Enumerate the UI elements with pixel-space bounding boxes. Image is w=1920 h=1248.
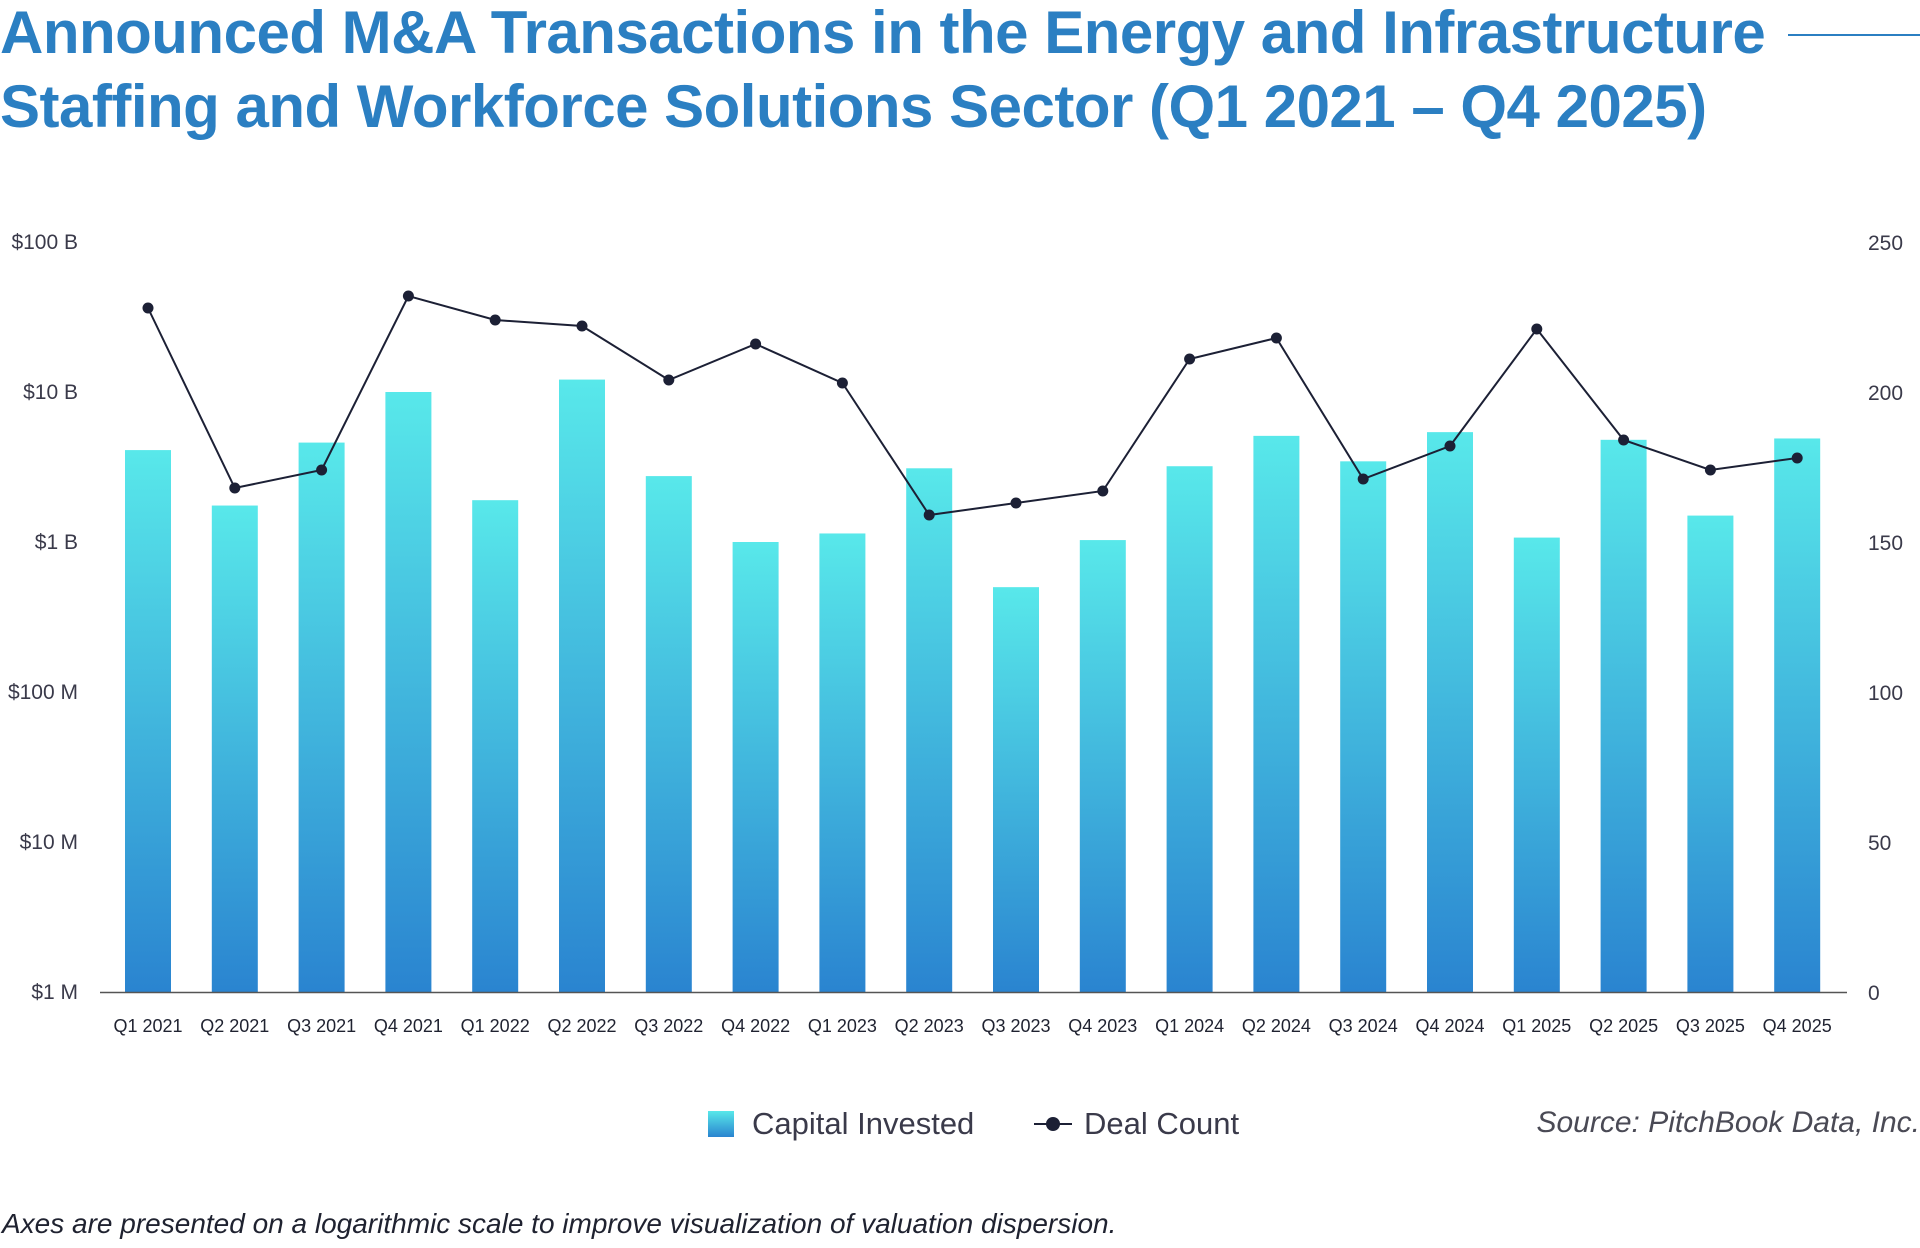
bar-swatch-icon bbox=[708, 1111, 734, 1137]
right-tick-label: 0 bbox=[1868, 982, 1880, 1005]
legend-label: Capital Invested bbox=[752, 1106, 975, 1141]
x-tick-label: Q2 2025 bbox=[1589, 1016, 1658, 1036]
deal-count-point bbox=[316, 464, 328, 476]
deal-count-point bbox=[1097, 485, 1109, 497]
bar-capital-invested bbox=[1427, 432, 1473, 992]
x-tick-label: Q1 2025 bbox=[1502, 1016, 1571, 1036]
x-tick-label: Q3 2025 bbox=[1676, 1016, 1745, 1036]
bar-capital-invested bbox=[1340, 461, 1387, 992]
deal-count-point bbox=[836, 377, 848, 389]
left-tick-label: $1 B bbox=[35, 531, 78, 554]
legend-deal-count: Deal Count bbox=[1034, 1106, 1239, 1142]
x-tick-label: Q1 2021 bbox=[113, 1016, 182, 1036]
x-tick-label: Q4 2023 bbox=[1068, 1016, 1137, 1036]
deal-count-line bbox=[147, 294, 1798, 517]
deal-count-point bbox=[663, 374, 675, 386]
bar-capital-invested bbox=[125, 450, 171, 993]
line-marker-icon bbox=[1034, 1111, 1072, 1137]
bar-capital-invested bbox=[1079, 540, 1126, 992]
bar-capital-invested bbox=[906, 468, 953, 992]
right-tick-label: 150 bbox=[1868, 532, 1903, 555]
right-tick-label: 50 bbox=[1868, 832, 1891, 855]
deal-count-point bbox=[576, 320, 588, 332]
x-tick-label: Q2 2022 bbox=[547, 1016, 616, 1036]
deal-count-point bbox=[229, 482, 241, 494]
footnote: Axes are presented on a logarithmic scal… bbox=[2, 1208, 1117, 1239]
x-tick-label: Q3 2022 bbox=[634, 1016, 703, 1036]
x-tick-label: Q1 2023 bbox=[808, 1016, 877, 1036]
deal-count-point bbox=[1531, 323, 1543, 335]
bar-capital-invested bbox=[298, 442, 345, 993]
chart-title: Announced M&A Transactions in the Energy… bbox=[0, 0, 1766, 140]
bar-capital-invested bbox=[732, 542, 779, 992]
x-tick-label: Q2 2021 bbox=[200, 1016, 269, 1036]
left-tick-label: $100 B bbox=[11, 231, 78, 254]
deal-count-point bbox=[750, 338, 762, 350]
bar-capital-invested bbox=[559, 379, 605, 993]
bar-capital-invested bbox=[819, 533, 866, 992]
legend-capital-invested: Capital Invested bbox=[708, 1106, 974, 1142]
bar-capital-invested bbox=[1774, 438, 1821, 992]
right-tick-label: 200 bbox=[1868, 382, 1903, 405]
deal-count-point bbox=[142, 302, 154, 314]
x-tick-label: Q1 2022 bbox=[461, 1016, 530, 1036]
bar-capital-invested bbox=[1166, 466, 1213, 992]
x-tick-label: Q4 2022 bbox=[721, 1016, 790, 1036]
bar-capital-invested bbox=[1687, 515, 1734, 992]
deal-count-point bbox=[1010, 497, 1022, 509]
deal-count-point bbox=[1270, 332, 1282, 344]
bar-capital-invested bbox=[1253, 435, 1300, 992]
left-tick-label: $10 B bbox=[23, 381, 78, 404]
left-tick-label: $100 M bbox=[8, 681, 78, 704]
x-tick-label: Q1 2024 bbox=[1155, 1016, 1224, 1036]
deal-count-point bbox=[1791, 452, 1803, 464]
x-tick-label: Q4 2024 bbox=[1415, 1016, 1484, 1036]
deal-count-point bbox=[402, 290, 414, 302]
deal-count-point bbox=[489, 314, 501, 326]
right-tick-label: 100 bbox=[1868, 682, 1903, 705]
bar-capital-invested bbox=[385, 392, 432, 992]
deal-count-point bbox=[923, 509, 935, 521]
x-tick-label: Q2 2023 bbox=[895, 1016, 964, 1036]
legend-label: Deal Count bbox=[1084, 1106, 1240, 1141]
deal-count-point bbox=[1444, 440, 1456, 452]
deal-count-point bbox=[1357, 473, 1369, 485]
right-tick-label: 250 bbox=[1868, 232, 1903, 255]
deal-count-point bbox=[1704, 464, 1716, 476]
title-rule bbox=[1788, 34, 1920, 36]
x-tick-label: Q4 2025 bbox=[1763, 1016, 1832, 1036]
left-tick-label: $10 M bbox=[20, 831, 78, 854]
deal-count-point bbox=[1618, 434, 1630, 446]
bar-capital-invested bbox=[993, 587, 1039, 992]
bar-capital-invested bbox=[645, 476, 692, 992]
x-tick-label: Q2 2024 bbox=[1242, 1016, 1311, 1036]
x-tick-label: Q4 2021 bbox=[374, 1016, 443, 1036]
x-tick-label: Q3 2021 bbox=[287, 1016, 356, 1036]
bar-capital-invested bbox=[472, 500, 519, 992]
bar-capital-invested bbox=[211, 505, 258, 992]
x-tick-label: Q3 2023 bbox=[981, 1016, 1050, 1036]
source-note: Source: PitchBook Data, Inc. bbox=[1536, 1106, 1920, 1139]
x-tick-label: Q3 2024 bbox=[1329, 1016, 1398, 1036]
deal-count-point bbox=[1184, 353, 1196, 365]
left-tick-label: $1 M bbox=[31, 981, 78, 1004]
bar-capital-invested bbox=[1600, 439, 1647, 992]
legend: Capital Invested Deal Count bbox=[0, 1106, 1920, 1150]
bar-capital-invested bbox=[1513, 537, 1560, 992]
